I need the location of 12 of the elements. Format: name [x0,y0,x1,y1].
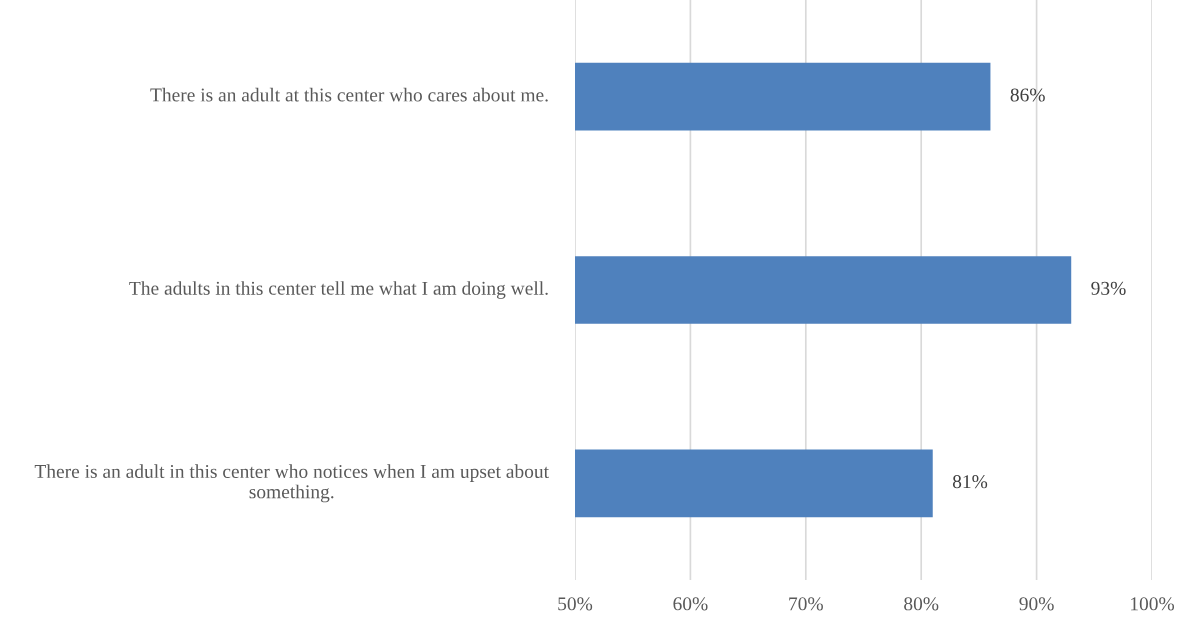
x-tick-label: 90% [1019,597,1054,611]
x-tick-label: 50% [558,597,593,611]
x-tick-label: 60% [673,597,708,611]
data-label: 86% [1010,88,1045,102]
y-tick-label: There is an adult in this center who notices when I am upset about something. [34,464,549,503]
x-tick-label: 80% [904,597,939,611]
data-label: 93% [1091,281,1126,295]
y-tick-label: There is an adult at this center who cares about me. [150,87,548,102]
y-tick-label: The adults in this center tell me what I am doing well. [129,281,548,299]
data-label: 81% [952,475,988,489]
x-tick-label: 100% [1131,597,1175,611]
x-tick-label: 70% [789,597,823,611]
